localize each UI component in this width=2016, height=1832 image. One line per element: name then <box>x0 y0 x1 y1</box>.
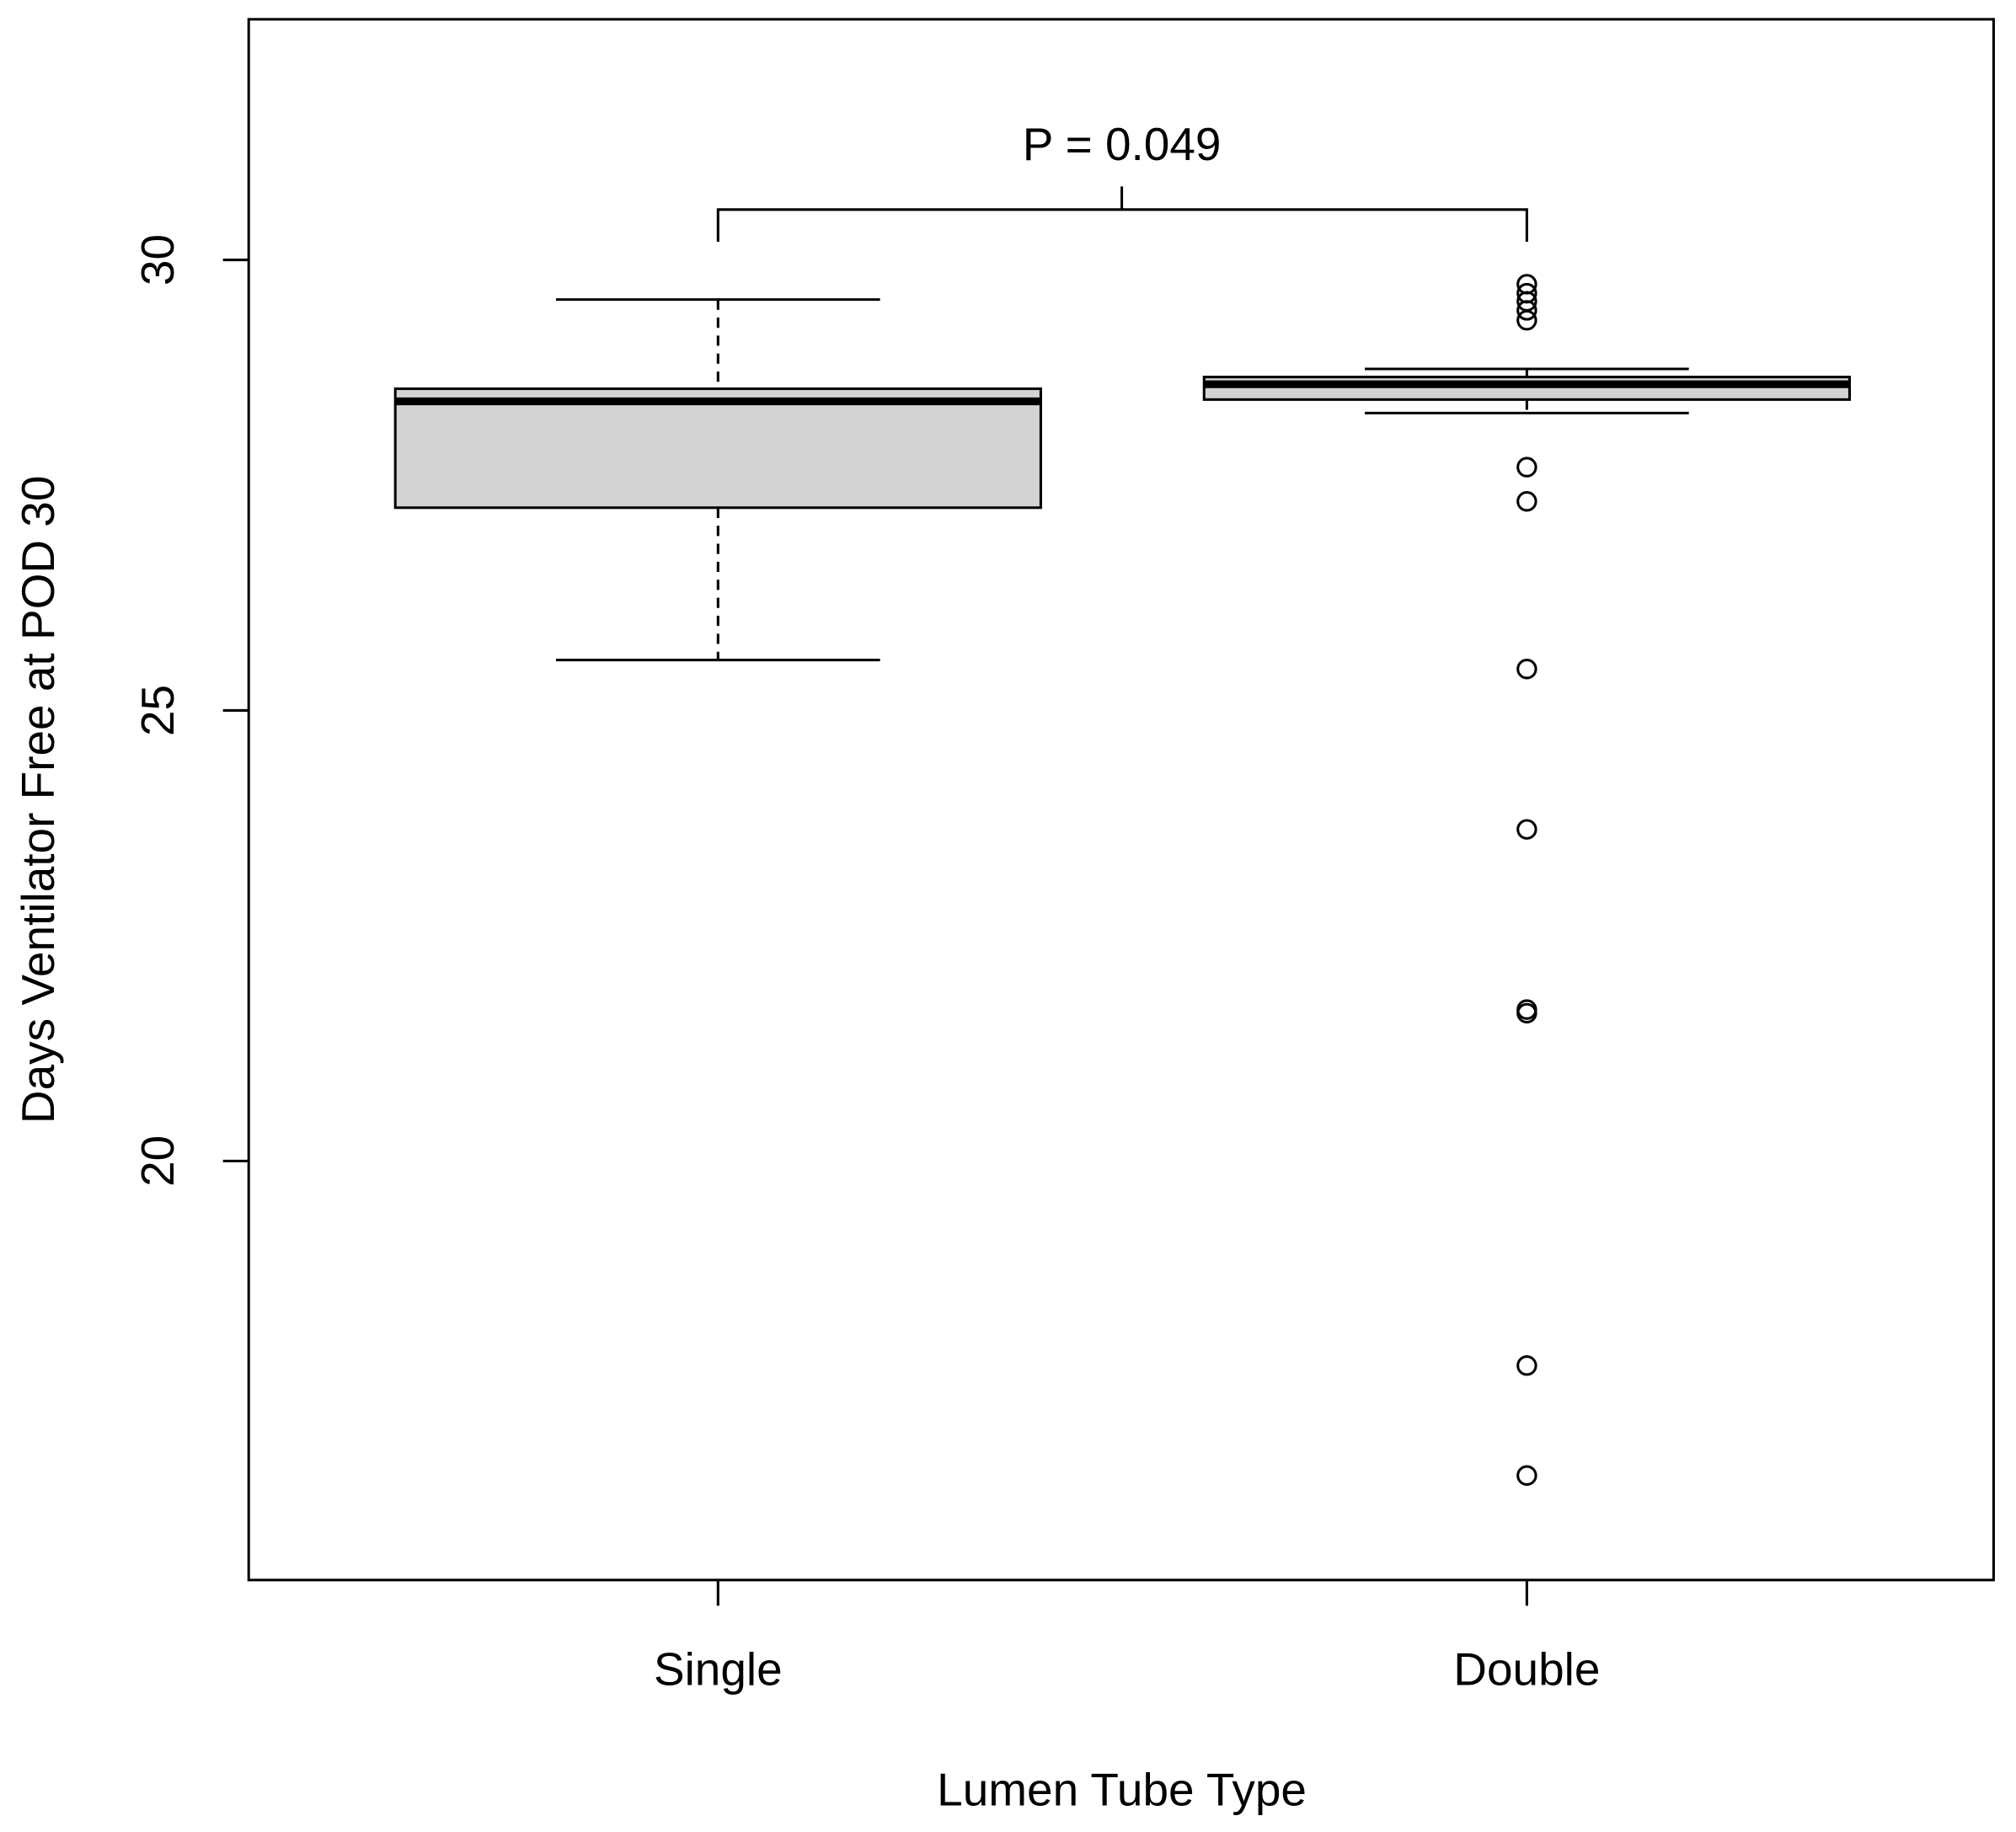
y-axis-label: Days Ventilator Free at POD 30 <box>12 476 64 1124</box>
outlier <box>1516 1002 1537 1024</box>
x-tick-label: Double <box>1453 1642 1600 1695</box>
annotation: P = 0.049 <box>1023 118 1222 170</box>
outlier <box>1516 491 1537 512</box>
outlier <box>1516 310 1537 331</box>
outlier <box>1516 457 1537 478</box>
plot-frame <box>247 18 1995 1582</box>
x-axis-label: Lumen Tube Type <box>937 1764 1307 1816</box>
outlier <box>1516 819 1537 840</box>
box <box>393 387 1042 510</box>
outlier <box>1516 300 1537 321</box>
y-tick-label: 20 <box>131 1135 184 1187</box>
outlier <box>1516 1465 1537 1486</box>
outlier <box>1516 1355 1537 1376</box>
x-tick-label: Single <box>654 1642 783 1695</box>
y-tick-label: 25 <box>131 685 184 736</box>
outlier <box>1516 659 1537 680</box>
y-tick-label: 30 <box>131 234 184 286</box>
significance-bracket <box>716 186 1528 242</box>
